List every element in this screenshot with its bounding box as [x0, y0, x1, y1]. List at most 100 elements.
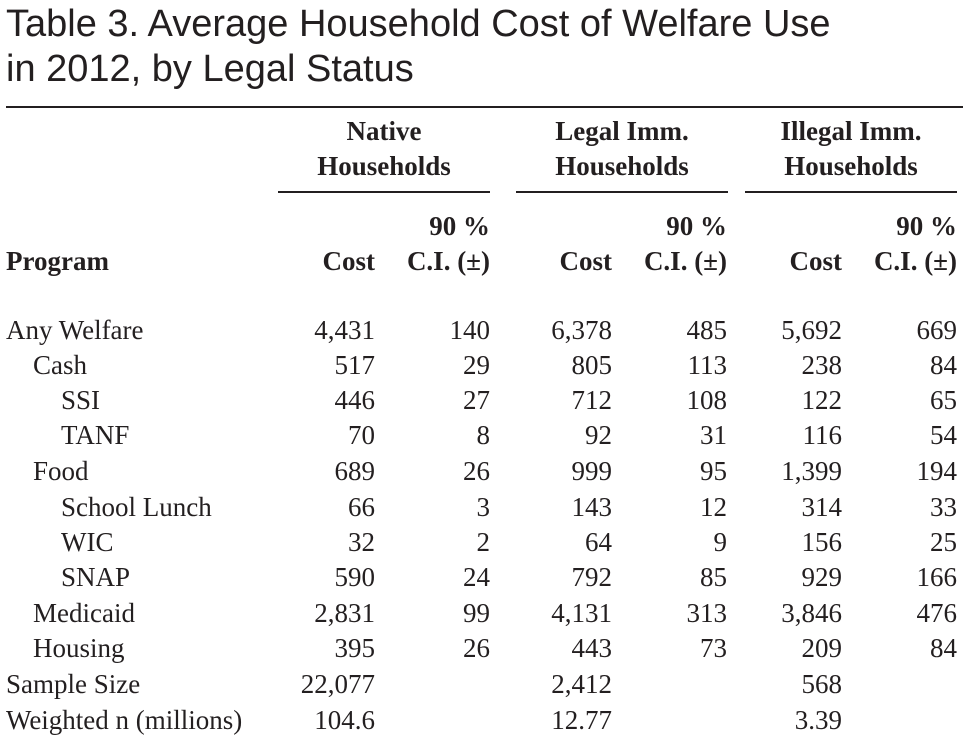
legal-cost-cell: 4,131 [551, 598, 612, 628]
illegal-cost-cell: 3.39 [794, 705, 842, 735]
legal-ci-cell: 313 [686, 598, 728, 628]
native-ci-cell: 99 [463, 598, 490, 628]
group-header-native: Native Households [278, 114, 490, 190]
row-label: Any Welfare [6, 315, 144, 345]
group-header-line-1: Native [346, 116, 422, 146]
group-header-line-1: Illegal Imm. [780, 116, 922, 146]
column-header-legal-ci-top: 90 % [666, 211, 727, 241]
column-header-native-cost: Cost [322, 246, 376, 276]
legal-ci-cell: 108 [686, 385, 728, 415]
legal-ci-cell: 9 [713, 527, 728, 557]
native-cost-cell: 446 [334, 385, 376, 415]
illegal-cost-cell: 238 [801, 350, 843, 380]
illegal-ci-cell: 194 [916, 456, 958, 486]
group-rule-native [278, 191, 490, 193]
table-row: Medicaid 2,831 99 4,131 313 3,846 476 [0, 596, 963, 631]
row-label: Weighted n (millions) [6, 705, 243, 735]
table-row: SNAP 590 24 792 85 929 166 [0, 560, 963, 595]
row-label: School Lunch [61, 492, 212, 522]
table-row: SSI 446 27 712 108 122 65 [0, 383, 963, 418]
native-cost-cell: 32 [348, 527, 375, 557]
illegal-ci-cell: 54 [930, 420, 957, 450]
legal-cost-cell: 64 [585, 527, 612, 557]
table-title-line-1: Table 3. Average Household Cost of Welfa… [6, 3, 831, 45]
native-cost-cell: 22,077 [300, 669, 375, 699]
illegal-cost-cell: 122 [801, 385, 843, 415]
column-header-legal-ci: C.I. (±) [643, 246, 727, 276]
illegal-cost-cell: 929 [801, 562, 843, 592]
row-label: Food [33, 456, 89, 486]
legal-ci-cell: 485 [686, 315, 728, 345]
legal-cost-cell: 12.77 [551, 705, 612, 735]
legal-ci-cell: 31 [700, 420, 727, 450]
column-header-illegal-ci-top: 90 % [896, 211, 957, 241]
row-label: Sample Size [6, 669, 141, 699]
illegal-cost-cell: 1,399 [781, 456, 842, 486]
row-label: Cash [33, 350, 87, 380]
table-row: Sample Size 22,077 2,412 568 [0, 667, 963, 702]
table-title: Table 3. Average Household Cost of Welfa… [6, 2, 956, 92]
legal-ci-cell: 113 [687, 350, 728, 380]
illegal-cost-cell: 5,692 [781, 315, 842, 345]
group-header-line-2: Households [555, 151, 689, 181]
column-header-legal-cost: Cost [559, 246, 613, 276]
group-rule-legal [516, 191, 728, 193]
illegal-ci-cell: 84 [930, 350, 957, 380]
legal-ci-cell: 12 [700, 492, 727, 522]
native-ci-cell: 140 [449, 315, 491, 345]
column-header-native-ci-top: 90 % [429, 211, 490, 241]
native-cost-cell: 517 [334, 350, 376, 380]
group-header-line-2: Households [317, 151, 451, 181]
native-cost-cell: 395 [334, 633, 376, 663]
group-header-illegal: Illegal Imm. Households [745, 114, 957, 190]
column-header-native-ci: C.I. (±) [406, 246, 490, 276]
row-label: Medicaid [33, 598, 135, 628]
illegal-cost-cell: 209 [801, 633, 843, 663]
legal-cost-cell: 443 [571, 633, 613, 663]
group-rule-illegal [745, 191, 957, 193]
native-ci-cell: 8 [476, 420, 491, 450]
table-row: Food 689 26 999 95 1,399 194 [0, 454, 963, 489]
row-label: TANF [61, 420, 130, 450]
title-rule [6, 106, 963, 108]
table-row: WIC 32 2 64 9 156 25 [0, 525, 963, 560]
column-header-illegal-cost: Cost [789, 246, 843, 276]
row-label: Housing [33, 633, 125, 663]
native-cost-cell: 66 [348, 492, 375, 522]
illegal-ci-cell: 33 [930, 492, 957, 522]
illegal-cost-cell: 116 [802, 420, 843, 450]
row-label: SNAP [61, 562, 131, 592]
legal-ci-cell: 95 [700, 456, 727, 486]
column-header-program: Program [6, 246, 109, 276]
illegal-ci-cell: 84 [930, 633, 957, 663]
table-row: Housing 395 26 443 73 209 84 [0, 631, 963, 666]
native-ci-cell: 24 [463, 562, 490, 592]
group-header-line-1: Legal Imm. [555, 116, 689, 146]
table-title-line-2: in 2012, by Legal Status [6, 48, 414, 90]
native-cost-cell: 104.6 [314, 705, 375, 735]
legal-ci-cell: 85 [700, 562, 727, 592]
group-header-line-2: Households [784, 151, 918, 181]
legal-cost-cell: 6,378 [551, 315, 612, 345]
native-cost-cell: 590 [334, 562, 376, 592]
illegal-cost-cell: 568 [801, 669, 843, 699]
native-ci-cell: 3 [476, 492, 491, 522]
illegal-cost-cell: 156 [801, 527, 843, 557]
legal-cost-cell: 805 [571, 350, 613, 380]
native-ci-cell: 29 [463, 350, 490, 380]
row-label: SSI [61, 385, 101, 415]
illegal-ci-cell: 166 [916, 562, 958, 592]
native-cost-cell: 2,831 [314, 598, 375, 628]
illegal-ci-cell: 669 [916, 315, 958, 345]
table-row: Weighted n (millions) 104.6 12.77 3.39 [0, 703, 963, 738]
illegal-ci-cell: 25 [930, 527, 957, 557]
native-ci-cell: 26 [463, 633, 490, 663]
native-cost-cell: 4,431 [314, 315, 375, 345]
legal-cost-cell: 143 [571, 492, 613, 522]
table-row: Cash 517 29 805 113 238 84 [0, 348, 963, 383]
legal-cost-cell: 2,412 [551, 669, 612, 699]
legal-cost-cell: 792 [571, 562, 613, 592]
native-cost-cell: 689 [334, 456, 376, 486]
legal-cost-cell: 712 [571, 385, 613, 415]
group-header-legal: Legal Imm. Households [516, 114, 728, 190]
